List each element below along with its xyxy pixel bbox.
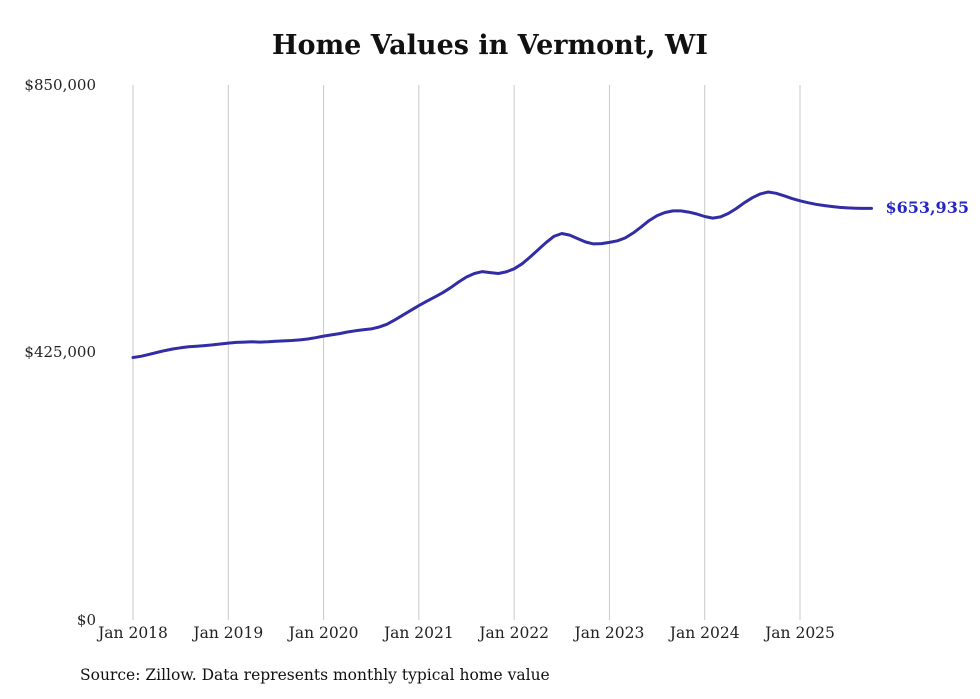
latest-value-label: $653,935 (885, 198, 969, 218)
home-value-line (131, 190, 873, 359)
x-tick-label: Jan 2024 (669, 624, 740, 642)
x-tick-label: Jan 2019 (193, 624, 264, 642)
x-tick-label: Jan 2023 (574, 624, 645, 642)
y-axis-tick-0: $0 (76, 611, 96, 629)
chart-title: Home Values in Vermont, WI (272, 30, 708, 61)
x-tick-label: Jan 2022 (479, 624, 550, 642)
x-tick-label: Jan 2021 (383, 624, 454, 642)
y-axis-tick-850000: $850,000 (24, 76, 96, 94)
x-tick-label: Jan 2025 (765, 624, 835, 642)
x-tick-label: Jan 2018 (98, 624, 168, 642)
y-axis-tick-425000: $425,000 (24, 343, 96, 361)
source-note: Source: Zillow. Data represents monthly … (80, 666, 550, 684)
x-tick-label: Jan 2020 (288, 624, 359, 642)
